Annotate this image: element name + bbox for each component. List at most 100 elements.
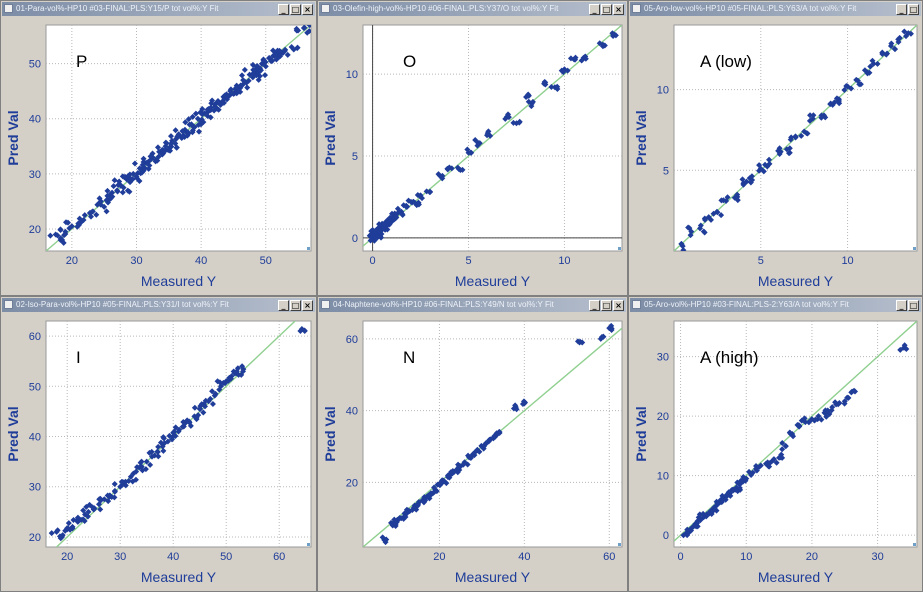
minimize-button[interactable]: _ xyxy=(589,4,600,15)
data-point xyxy=(700,228,707,235)
minimize-button[interactable]: _ xyxy=(896,300,907,311)
data-point xyxy=(815,413,822,420)
window-titlebar[interactable]: 05-Aro-vol%-HP10 #03-FINAL:PLS-2:Y63/A t… xyxy=(630,298,921,312)
data-point xyxy=(708,507,715,514)
data-point xyxy=(879,50,886,57)
data-point xyxy=(136,177,143,184)
plot-window: 05-Aro-vol%-HP10 #03-FINAL:PLS-2:Y63/A t… xyxy=(628,296,923,592)
x-tick-label: 30 xyxy=(130,255,142,267)
resize-grip-icon[interactable] xyxy=(618,543,621,546)
data-point xyxy=(391,210,398,217)
data-point xyxy=(455,464,462,471)
maximize-button[interactable]: □ xyxy=(908,4,919,15)
data-point xyxy=(779,454,786,461)
data-point xyxy=(450,469,457,476)
window-titlebar[interactable]: 01-Para-vol%-HP10 #03-FINAL:PLS:Y15/P to… xyxy=(2,2,315,16)
data-point xyxy=(757,462,764,469)
data-point xyxy=(785,150,792,157)
window-system-icon[interactable] xyxy=(4,4,13,13)
window-titlebar[interactable]: 04-Naphtene-vol%-HP10 #06-FINAL:PLS:Y49/… xyxy=(319,298,626,312)
y-tick-label: 50 xyxy=(29,381,41,393)
data-point xyxy=(214,378,221,385)
data-point xyxy=(111,177,118,184)
close-button[interactable]: × xyxy=(613,300,624,311)
data-point xyxy=(94,201,101,208)
data-point xyxy=(790,433,797,440)
maximize-button[interactable]: □ xyxy=(601,300,612,311)
data-point xyxy=(106,492,113,499)
data-point xyxy=(166,432,173,439)
data-point xyxy=(227,86,234,93)
window-titlebar[interactable]: 02-Iso-Para-vol%-HP10 #05-FINAL:PLS:Y31/… xyxy=(2,298,315,312)
data-point xyxy=(80,217,87,224)
resize-grip-icon[interactable] xyxy=(913,247,916,250)
maximize-button[interactable]: □ xyxy=(290,4,301,15)
y-tick-label: 20 xyxy=(29,224,41,236)
minimize-button[interactable]: _ xyxy=(896,4,907,15)
x-tick-label: 40 xyxy=(195,255,207,267)
data-point xyxy=(74,514,81,521)
data-point xyxy=(284,51,291,58)
data-point xyxy=(179,133,186,140)
data-point xyxy=(220,99,227,106)
data-point xyxy=(472,136,479,143)
x-tick-label: 20 xyxy=(806,551,818,563)
y-tick-label: 0 xyxy=(352,233,358,245)
data-point xyxy=(866,69,873,76)
point-group xyxy=(678,28,914,251)
data-point xyxy=(216,379,223,386)
window-system-icon[interactable] xyxy=(632,300,641,309)
data-point xyxy=(103,208,110,215)
y-axis-label: Pred Val xyxy=(322,406,338,461)
close-button[interactable]: × xyxy=(613,4,624,15)
data-point xyxy=(777,148,784,155)
data-point xyxy=(702,216,709,223)
data-point xyxy=(80,516,87,523)
data-point xyxy=(367,237,374,244)
close-button[interactable]: × xyxy=(302,4,313,15)
data-point xyxy=(222,380,229,387)
data-point xyxy=(237,88,244,95)
resize-grip-icon[interactable] xyxy=(913,543,916,546)
window-system-icon[interactable] xyxy=(321,300,330,309)
minimize-button[interactable]: _ xyxy=(278,4,289,15)
window-system-icon[interactable] xyxy=(321,4,330,13)
maximize-button[interactable]: □ xyxy=(290,300,301,311)
minimize-button[interactable]: _ xyxy=(278,300,289,311)
window-system-icon[interactable] xyxy=(4,300,13,309)
data-point xyxy=(196,128,203,135)
data-point xyxy=(746,468,753,475)
resize-grip-icon[interactable] xyxy=(307,543,310,546)
window-titlebar[interactable]: 05-Aro-low-vol%-HP10 #05-FINAL:PLS:Y63/A… xyxy=(630,2,921,16)
data-point xyxy=(120,184,127,191)
data-point xyxy=(143,458,150,465)
data-point xyxy=(141,165,148,172)
data-point xyxy=(154,448,161,455)
data-point xyxy=(739,176,746,183)
data-point xyxy=(197,405,204,412)
data-point xyxy=(165,147,172,154)
maximize-button[interactable]: □ xyxy=(601,4,612,15)
data-point xyxy=(167,140,174,147)
data-point xyxy=(831,99,838,106)
minimize-button[interactable]: _ xyxy=(589,300,600,311)
data-point xyxy=(464,146,471,153)
window-titlebar[interactable]: 03-Olefin-high-vol%-HP10 #06-FINAL:PLS:Y… xyxy=(319,2,626,16)
data-point xyxy=(903,346,910,353)
x-tick-label: 50 xyxy=(260,255,272,267)
data-point xyxy=(54,527,61,534)
close-button[interactable]: × xyxy=(302,300,313,311)
resize-grip-icon[interactable] xyxy=(307,247,310,250)
window-system-icon[interactable] xyxy=(632,4,641,13)
data-point xyxy=(199,106,206,113)
data-point xyxy=(187,422,194,429)
y-tick-label: 40 xyxy=(29,432,41,444)
data-point xyxy=(66,225,73,232)
data-point xyxy=(240,368,247,375)
data-point xyxy=(883,51,890,58)
data-point xyxy=(381,221,388,228)
data-point xyxy=(776,150,783,157)
maximize-button[interactable]: □ xyxy=(908,300,919,311)
resize-grip-icon[interactable] xyxy=(618,247,621,250)
data-point xyxy=(173,144,180,151)
